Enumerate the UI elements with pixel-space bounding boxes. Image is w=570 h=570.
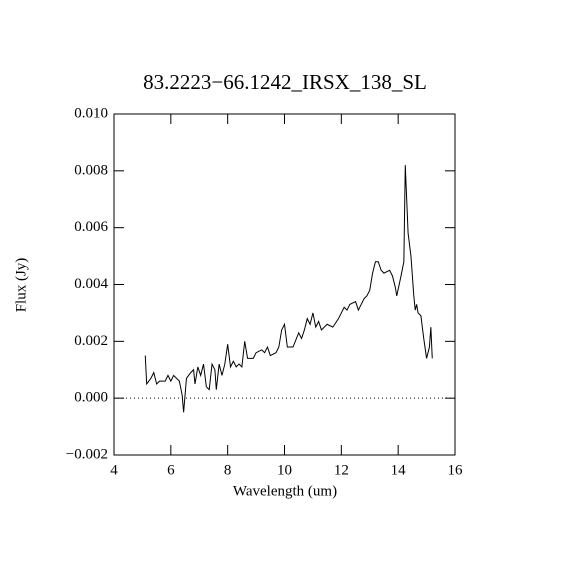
x-tick-label: 14 [391, 462, 407, 478]
y-tick-label: 0.002 [74, 333, 108, 349]
y-tick-label: 0.000 [74, 390, 108, 406]
x-tick-label: 6 [167, 462, 175, 478]
y-tick-label: −0.002 [66, 446, 108, 462]
y-tick-label: 0.010 [74, 105, 108, 121]
y-tick-label: 0.004 [74, 276, 108, 292]
x-tick-label: 12 [334, 462, 349, 478]
x-tick-label: 10 [277, 462, 292, 478]
x-tick-label: 4 [110, 462, 118, 478]
y-tick-label: 0.006 [74, 219, 108, 235]
spectrum-line [144, 165, 433, 413]
x-tick-label: 8 [224, 462, 232, 478]
y-tick-label: 0.008 [74, 162, 108, 178]
chart-title: 83.2223−66.1242_IRSX_138_SL [143, 70, 427, 94]
x-tick-label: 16 [448, 462, 464, 478]
plot-frame [113, 113, 456, 456]
x-axis-label: Wavelength (um) [233, 483, 337, 499]
y-axis-label: Flux (Jy) [13, 258, 29, 313]
